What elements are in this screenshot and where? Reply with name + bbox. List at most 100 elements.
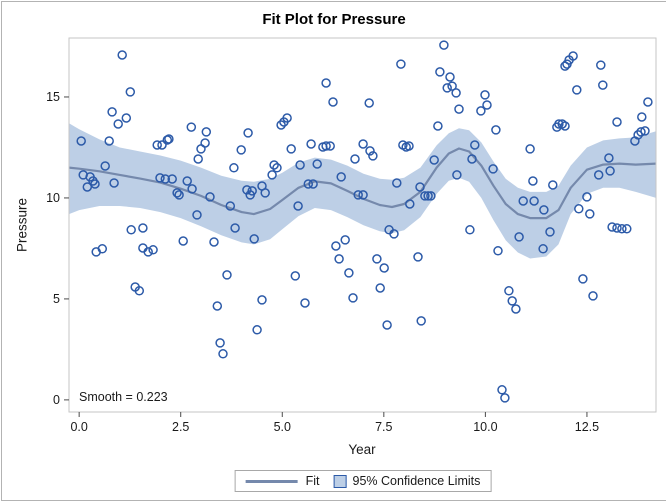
scatter-point [465, 225, 475, 235]
scatter-point [76, 136, 86, 146]
scatter-point [593, 170, 604, 180]
scatter-point [303, 179, 314, 189]
scatter-point [426, 191, 436, 201]
scatter-point [236, 145, 246, 155]
scatter-point [562, 59, 572, 69]
scatter-point [193, 154, 203, 164]
scatter-point [340, 235, 350, 245]
scatter-point [396, 59, 406, 69]
scatter-point [328, 97, 338, 107]
smooth-annotation: Smooth = 0.223 [79, 390, 168, 404]
scatter-point [243, 128, 253, 138]
scatter-point [187, 184, 197, 194]
scatter-point [138, 223, 148, 233]
x-tick-label: 2.5 [172, 420, 190, 434]
plot-frame [68, 37, 657, 413]
scatter-point [607, 222, 617, 232]
scatter-point [382, 320, 392, 330]
y-tick-label: 5 [53, 291, 60, 306]
scatter-point [507, 296, 517, 306]
scatter-point [404, 141, 414, 151]
scatter-point [350, 154, 360, 164]
scatter-point [514, 232, 524, 242]
scatter-point [528, 176, 538, 186]
scatter-point [637, 112, 647, 122]
scatter-point [252, 325, 262, 335]
scatter-point [368, 151, 378, 161]
scatter-point [160, 174, 171, 184]
scatter-point [306, 139, 316, 149]
scatter-point [538, 244, 548, 254]
scatter-point [582, 192, 592, 202]
scatter-point [511, 304, 521, 314]
scatter-point [545, 227, 555, 237]
scatter-point [452, 170, 462, 180]
scatter-point [358, 190, 368, 200]
scatter-point [293, 201, 303, 211]
scatter-point [186, 122, 197, 132]
scatter-point [447, 81, 457, 91]
scatter-point [439, 40, 449, 50]
scatter-point [172, 188, 182, 198]
scatter-point [454, 104, 464, 114]
scatter-point [201, 127, 212, 137]
y-axis-label: Pressure [14, 197, 30, 253]
scatter-point [344, 268, 354, 278]
scatter-point [260, 188, 270, 198]
scatter-point [325, 141, 335, 151]
x-tick-label: 12.5 [574, 420, 600, 434]
scatter-point [488, 164, 498, 174]
scatter-point [476, 106, 486, 116]
scatter-point [585, 209, 595, 219]
scatter-point [336, 172, 346, 182]
scatter-point [493, 246, 503, 256]
scatter-point [348, 293, 358, 303]
scatter-point [416, 316, 426, 326]
scatter-point [225, 201, 236, 211]
x-axis-label: Year [348, 442, 376, 457]
scatter-point [174, 190, 184, 200]
scatter-point [482, 100, 492, 110]
scatter-point [205, 192, 215, 202]
scatter-point [100, 161, 110, 171]
scatter-point [126, 225, 136, 235]
scatter-point [392, 178, 402, 188]
scatter-point [295, 160, 305, 170]
scatter-point [155, 173, 165, 183]
y-tick-label: 10 [46, 190, 60, 205]
scatter-point [121, 113, 132, 123]
scatter-point [321, 141, 331, 151]
scatter-point [192, 210, 202, 220]
scatter-point [497, 385, 507, 395]
scatter-point [554, 119, 564, 129]
scatter-point [640, 126, 650, 136]
scatter-point [470, 140, 480, 150]
scatter-point [215, 338, 225, 348]
scatter-point [480, 90, 490, 100]
y-tick-label: 15 [46, 89, 60, 104]
scatter-point [109, 178, 119, 188]
scatter-point [286, 144, 296, 154]
scatter-point [596, 60, 606, 70]
scatter-point [308, 179, 318, 189]
legend-cl-label: 95% Confidence Limits [352, 474, 481, 488]
scatter-point [212, 301, 223, 311]
scatter-point [257, 295, 267, 305]
scatter-point [267, 170, 277, 180]
scatter-point [605, 166, 615, 176]
scatter-point [334, 254, 344, 264]
scatter-point [167, 174, 177, 184]
y-tick-label: 0 [53, 392, 60, 407]
scatter-point [588, 291, 598, 301]
legend-fit-label: Fit [305, 474, 320, 488]
x-tick-label: 10.0 [473, 420, 498, 434]
scatter-point [113, 119, 123, 129]
scatter-point [451, 88, 461, 98]
scatter-point [375, 283, 385, 293]
scatter-point [574, 204, 584, 214]
scatter-point [143, 247, 153, 257]
scatter-point [598, 80, 608, 90]
scatter-point [405, 199, 415, 209]
